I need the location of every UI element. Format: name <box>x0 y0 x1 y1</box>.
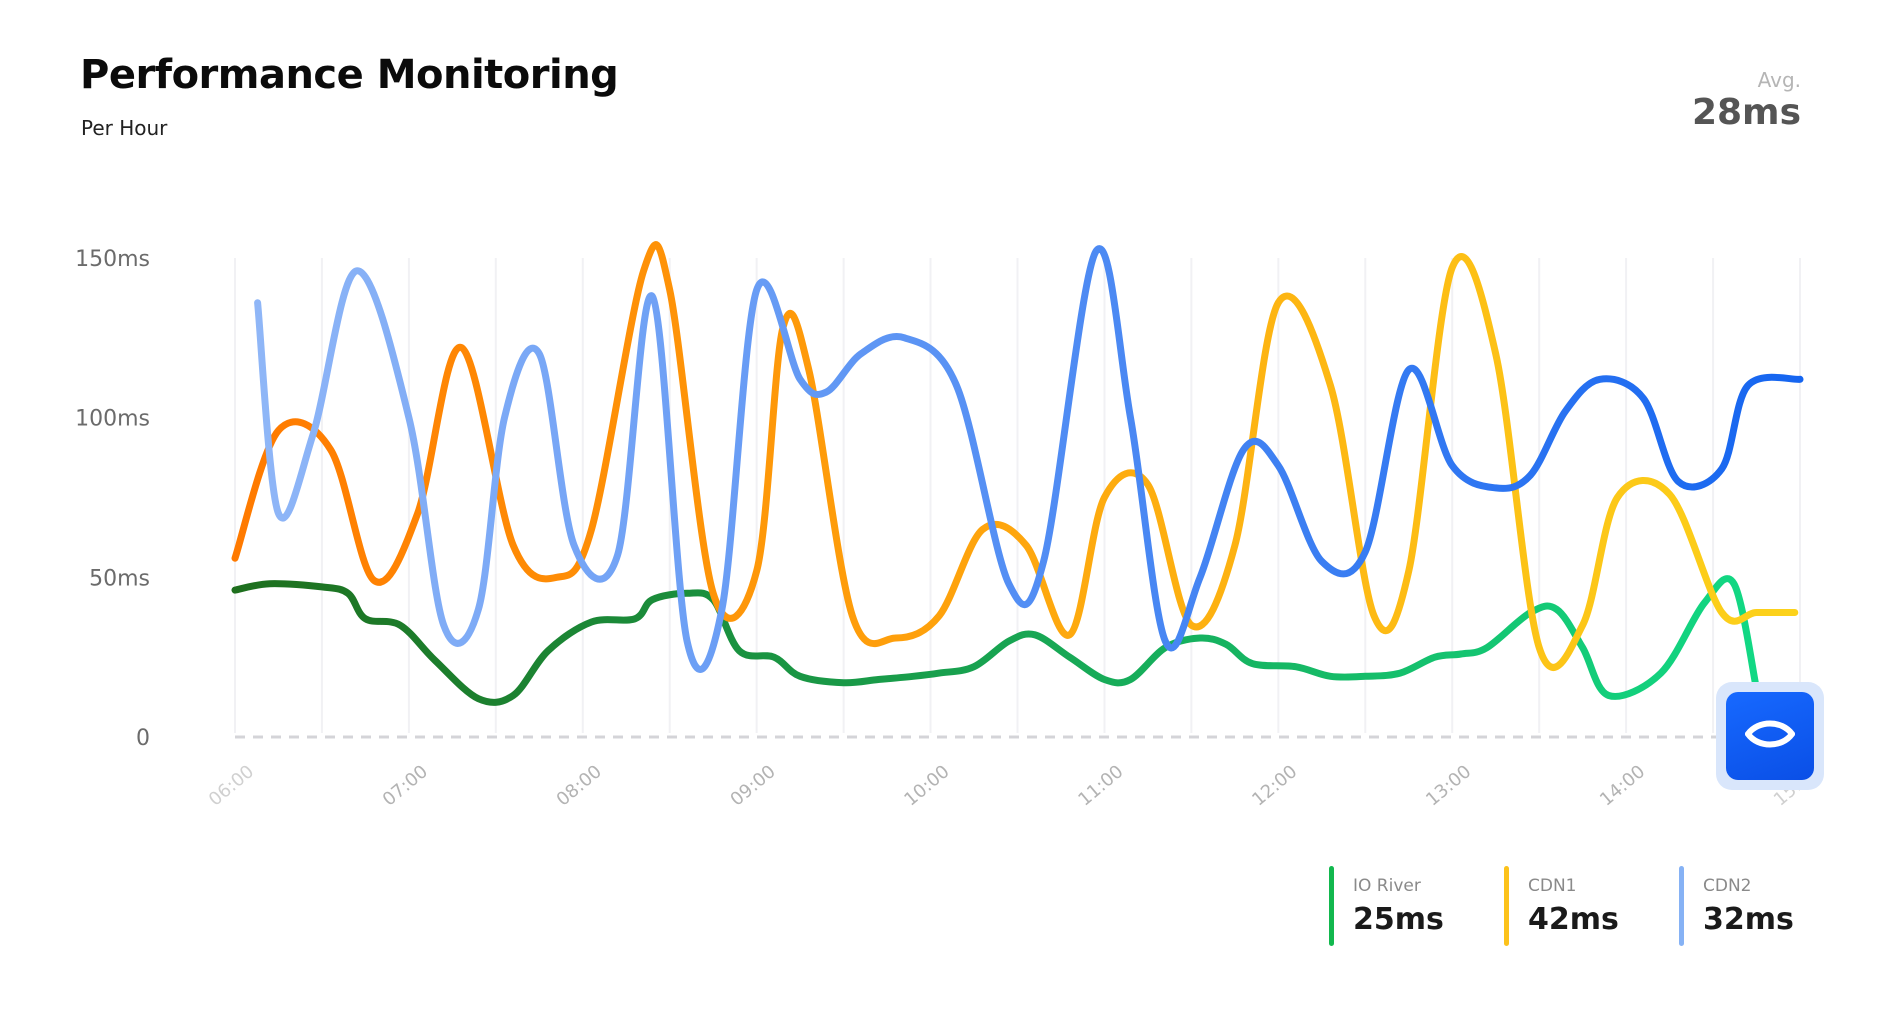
series-line-io-river <box>231 575 1760 706</box>
legend-item-cdn1: CDN1 42ms <box>1504 866 1619 946</box>
page-title: Performance Monitoring <box>80 52 619 98</box>
x-tick-label: 12:00 <box>1248 761 1301 810</box>
x-tick-label: 09:00 <box>727 761 780 810</box>
x-tick-label: 06:00 <box>205 761 258 810</box>
brand-fab-inner[interactable] <box>1726 692 1814 780</box>
x-tick-label: 08:00 <box>553 761 606 810</box>
page-subtitle: Per Hour <box>81 116 168 140</box>
series-line-cdn2 <box>254 245 1804 673</box>
legend-item-cdn2: CDN2 32ms <box>1679 866 1794 946</box>
legend-value: 25ms <box>1353 902 1444 937</box>
brand-fab-button[interactable] <box>1716 682 1824 790</box>
y-tick-label: 0 <box>136 726 150 751</box>
wave-logo-icon <box>1745 720 1795 748</box>
avg-value: 28ms <box>1691 92 1801 133</box>
avg-label: Avg. <box>1757 68 1801 92</box>
y-tick-label: 150ms <box>75 247 150 272</box>
y-tick-label: 100ms <box>75 407 150 432</box>
legend-swatch-cdn1 <box>1504 866 1509 946</box>
legend-value: 32ms <box>1703 902 1794 937</box>
x-tick-label: 11:00 <box>1074 761 1127 810</box>
legend-item-io-river: IO River 25ms <box>1329 866 1444 946</box>
legend-value: 42ms <box>1528 902 1619 937</box>
x-tick-label: 14:00 <box>1596 761 1649 810</box>
series-layer <box>231 241 1804 706</box>
legend-name: CDN2 <box>1703 876 1752 896</box>
legend-swatch-cdn2 <box>1679 866 1684 946</box>
y-tick-label: 50ms <box>89 566 150 591</box>
legend-name: IO River <box>1353 876 1421 896</box>
x-tick-label: 07:00 <box>379 761 432 810</box>
legend-swatch-io-river <box>1329 866 1334 946</box>
series-line-cdn1 <box>231 241 1799 671</box>
grid-layer <box>234 258 1801 739</box>
x-tick-label: 10:00 <box>900 761 953 810</box>
legend-name: CDN1 <box>1528 876 1577 896</box>
x-tick-label: 13:00 <box>1422 761 1475 810</box>
